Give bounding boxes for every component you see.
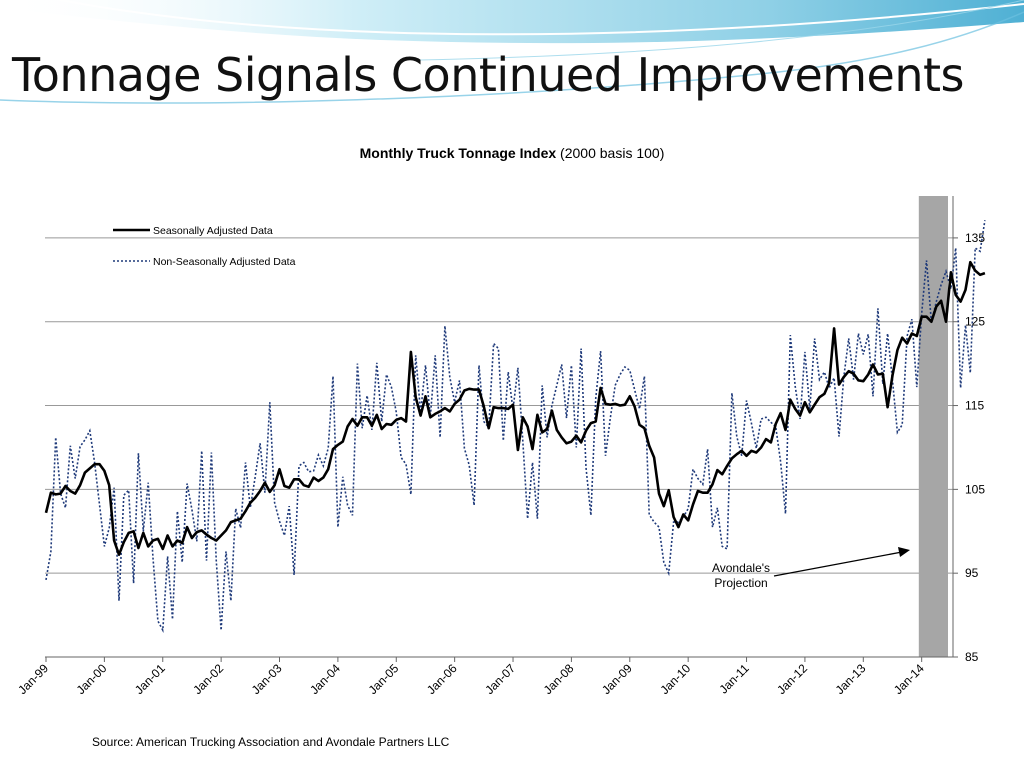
legend: Seasonally Adjusted Data Non-Seasonally … xyxy=(113,225,296,268)
x-tick-label: Jan-11 xyxy=(716,661,751,696)
x-tick-label: Jan-09 xyxy=(599,661,635,697)
x-tick-label: Jan-99 xyxy=(15,661,51,697)
x-tick-label: Jan-12 xyxy=(774,661,810,697)
projection-annotation: Avondale's Projection xyxy=(712,547,910,590)
header-wave-curve xyxy=(59,0,1024,36)
x-tick-label: Jan-01 xyxy=(132,661,168,697)
header-wave-line-lower xyxy=(0,11,1024,104)
legend-label-seasonally-adjusted: Seasonally Adjusted Data xyxy=(153,225,273,237)
chart-title-subtitle: (2000 basis 100) xyxy=(556,145,665,161)
header-wave-line-upper xyxy=(419,0,1024,61)
x-tick-label: Jan-00 xyxy=(74,661,110,697)
header-wave-shape xyxy=(0,0,1024,44)
gridlines xyxy=(45,237,953,574)
x-tick-label: Jan-10 xyxy=(657,661,693,697)
annotation-arrow-shaft xyxy=(773,551,903,577)
y-tick-label: 135 xyxy=(965,231,985,245)
chart-title-main: Monthly Truck Tonnage Index xyxy=(359,145,557,161)
annotation-line-2: Projection xyxy=(714,576,767,590)
slide-title: Tonnage Signals Continued Improvements xyxy=(12,48,965,102)
x-tick-label: Jan-03 xyxy=(249,661,285,697)
x-tick-label: Jan-14 xyxy=(891,661,927,697)
y-tick-label: 95 xyxy=(965,566,979,580)
source-note: Source: American Trucking Association an… xyxy=(92,735,450,749)
series-line-seasonally-adjusted xyxy=(44,260,986,556)
x-tick-label: Jan-13 xyxy=(833,661,869,697)
x-tick-label: Jan-07 xyxy=(482,661,518,697)
projection-band xyxy=(918,196,948,657)
legend-label-non-seasonally-adjusted: Non-Seasonally Adjusted Data xyxy=(153,256,296,268)
x-tick-label: Jan-02 xyxy=(190,661,226,697)
chart-title: Monthly Truck Tonnage Index (2000 basis … xyxy=(0,145,1024,161)
x-tick-label: Jan-05 xyxy=(366,661,402,697)
y-tick-label: 105 xyxy=(965,482,985,496)
y-axis-ticks: 85 95 105 115 125 135 xyxy=(953,231,985,664)
x-axis-ticks: Jan-99 Jan-00 Jan-01 Jan-02 Jan-03 Jan-04 Jan-… xyxy=(15,657,927,697)
y-tick-label: 115 xyxy=(965,399,984,413)
x-tick-label: Jan-04 xyxy=(307,661,343,697)
y-tick-label: 125 xyxy=(965,315,985,329)
x-tick-label: Jan-06 xyxy=(424,661,460,697)
annotation-line-1: Avondale's xyxy=(712,561,770,575)
annotation-arrow-head xyxy=(898,547,910,557)
x-tick-label: Jan-08 xyxy=(541,661,577,697)
y-tick-label: 85 xyxy=(965,650,979,664)
